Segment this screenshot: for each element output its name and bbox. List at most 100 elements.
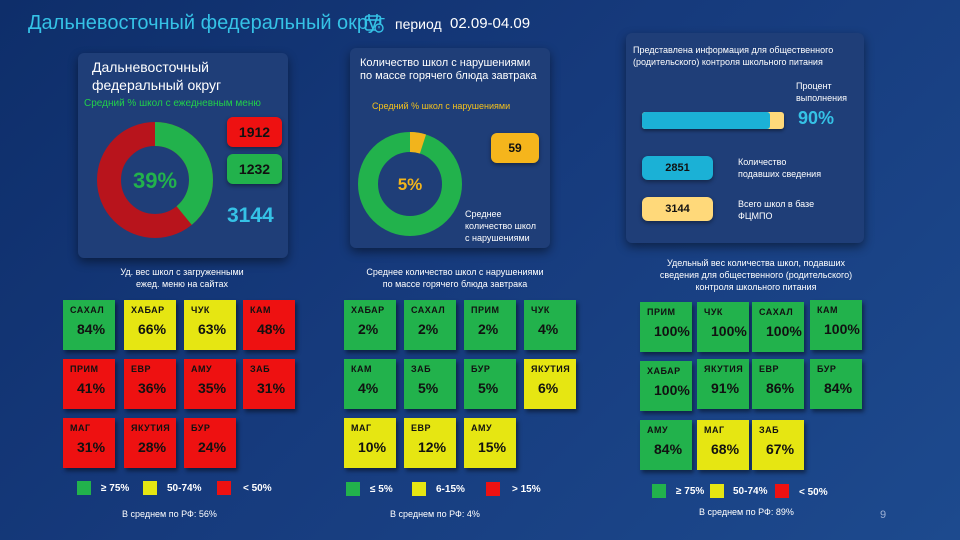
region-tile: ХАБАР 66%: [124, 300, 176, 350]
panel3-title: Представлена информация для общественног…: [633, 44, 833, 68]
region-name: МАГ: [70, 423, 91, 433]
region-value: 5%: [478, 380, 499, 396]
region-name: ЧУК: [531, 305, 550, 315]
region-value: 2%: [478, 321, 499, 337]
period-value: 02.09-04.09: [450, 15, 531, 32]
region-tile: БУР 84%: [810, 359, 862, 409]
region-name: ЗАБ: [411, 364, 432, 374]
region-value: 63%: [198, 321, 227, 337]
region-value: 4%: [538, 321, 559, 337]
region-name: ХАБАР: [131, 305, 165, 315]
region-value: 31%: [257, 380, 286, 396]
panel3-caption: Удельный вес количества школ, подавших с…: [636, 257, 876, 293]
region-name: ЯКУТИЯ: [531, 364, 571, 374]
violations-count-box: 59: [491, 133, 539, 163]
panel3-count-label: Количество подавших сведения: [738, 156, 821, 180]
region-name: КАМ: [351, 364, 372, 374]
legend1-red-swatch: [217, 481, 231, 495]
panel2-title-line2: по массе горячего блюда завтрака: [360, 70, 537, 82]
region-value: 86%: [766, 380, 795, 396]
region-tile: ЗАБ 31%: [243, 359, 295, 409]
panel3-title-line1: Представлена информация для общественног…: [633, 45, 834, 55]
calendar-icon: [364, 14, 384, 33]
region-tile: КАМ 100%: [810, 300, 862, 350]
legend3-yellow-swatch: [710, 484, 724, 498]
region-value: 5%: [418, 380, 439, 396]
panel2-side-line1: Среднее: [465, 209, 502, 219]
region-tile: МАГ 10%: [344, 418, 396, 468]
legend3-red-swatch: [775, 484, 789, 498]
region-value: 66%: [138, 321, 167, 337]
region-name: ЗАБ: [759, 425, 780, 435]
region-value: 84%: [824, 380, 853, 396]
legend1-red-label: < 50%: [243, 483, 272, 494]
region-value: 15%: [478, 439, 507, 455]
panel2-donut-chart: 5%: [358, 132, 462, 236]
donut1-green-arc: [97, 122, 213, 238]
region-name: АМУ: [471, 423, 493, 433]
region-name: БУР: [191, 423, 211, 433]
donut2-center-label: 5%: [398, 175, 423, 194]
region-value: 36%: [138, 380, 167, 396]
region-name: МАГ: [351, 423, 372, 433]
region-value: 100%: [654, 323, 690, 339]
region-value: 28%: [138, 439, 167, 455]
panel3-percent-label-line2: выполнения: [796, 93, 848, 103]
legend3-green-label: ≥ 75%: [676, 486, 705, 497]
panel1-title-line2: федеральный округ: [92, 77, 222, 93]
region-value: 67%: [766, 441, 795, 457]
region-value: 6%: [538, 380, 559, 396]
page-number: 9: [880, 509, 887, 521]
region-name: САХАЛ: [759, 307, 794, 317]
period-label: период: [395, 16, 442, 32]
region-name: МАГ: [704, 425, 725, 435]
total-schools-box: 3144: [642, 197, 713, 221]
region-name: АМУ: [191, 364, 213, 374]
region-name: КАМ: [250, 305, 271, 315]
region-name: КАМ: [817, 305, 838, 315]
legend3-yellow-label: 50-74%: [733, 486, 768, 497]
region-name: ПРИМ: [647, 307, 676, 317]
region-tile: ЗАБ 67%: [752, 420, 804, 470]
panel3-caption-line3: контроля школьного питания: [695, 282, 817, 292]
panel3-percent-label-line1: Процент: [796, 81, 832, 91]
region-name: БУР: [471, 364, 491, 374]
region-value: 2%: [358, 321, 379, 337]
region-name: САХАЛ: [411, 305, 446, 315]
panel1-average: В среднем по РФ: 56%: [122, 509, 217, 519]
panel3-total-label: Всего школ в базе ФЦМПО: [738, 198, 814, 222]
region-name: АМУ: [647, 425, 669, 435]
panel2-side-line3: с нарушениями: [465, 233, 530, 243]
region-value: 31%: [77, 439, 106, 455]
progress-bar-track: [642, 112, 784, 129]
region-value: 100%: [654, 382, 690, 398]
donut1-center-label: 39%: [133, 168, 177, 193]
legend2-red-label: > 15%: [512, 484, 541, 495]
panel3-caption-line1: Удельный вес количества школ, подавших: [667, 258, 845, 268]
region-tile: САХАЛ 84%: [63, 300, 115, 350]
legend2-green-swatch: [346, 482, 360, 496]
region-name: ЯКУТИЯ: [131, 423, 171, 433]
donut2-orange-arc: [358, 132, 462, 236]
panel3-percent-label: Процент выполнения: [796, 80, 847, 104]
region-name: ЕВР: [411, 423, 432, 433]
region-value: 91%: [711, 380, 740, 396]
region-name: ЕВР: [131, 364, 152, 374]
panel3-percent-value: 90%: [798, 108, 835, 128]
panel2-caption-line1: Среднее количество школ с нарушениями: [366, 267, 544, 277]
panel1-caption: Уд. вес школ с загруженными ежед. меню н…: [92, 266, 272, 290]
region-value: 41%: [77, 380, 106, 396]
region-tile: ПРИМ 41%: [63, 359, 115, 409]
region-tile: ХАБАР 100%: [640, 361, 692, 411]
region-value: 84%: [77, 321, 106, 337]
red-count-box: 1912: [227, 117, 282, 147]
submitted-count-box: 2851: [642, 156, 713, 180]
panel3-count-label-line2: подавших сведения: [738, 169, 822, 179]
panel2-subtitle: Средний % школ с нарушениями: [372, 101, 511, 111]
region-name: ХАБАР: [351, 305, 385, 315]
panel1-subtitle: Средний % школ с ежедневным меню: [84, 98, 261, 109]
green-count-box: 1232: [227, 154, 282, 184]
legend1-yellow-label: 50-74%: [167, 483, 202, 494]
region-value: 24%: [198, 439, 227, 455]
panel2-caption: Среднее количество школ с нарушениями по…: [345, 266, 565, 290]
